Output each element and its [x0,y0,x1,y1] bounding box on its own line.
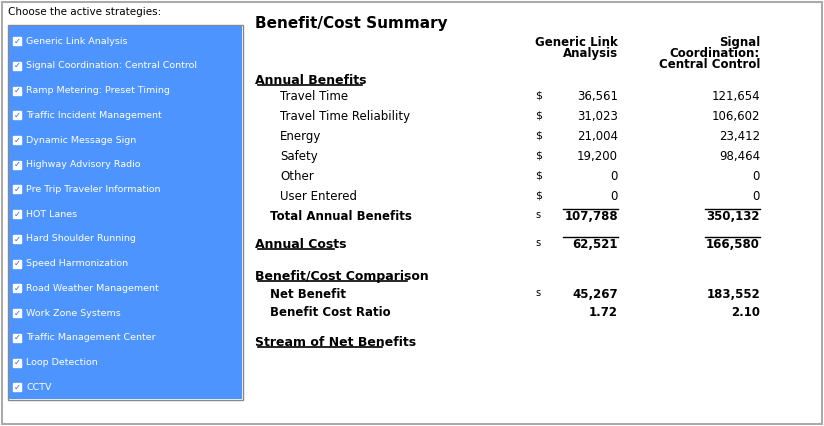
Text: 183,552: 183,552 [706,288,760,301]
Text: ✓: ✓ [13,334,21,343]
Text: Coordination:: Coordination: [670,47,760,60]
Text: ✓: ✓ [13,284,21,293]
Text: Benefit/Cost Comparison: Benefit/Cost Comparison [255,270,428,283]
Text: 19,200: 19,200 [577,150,618,163]
Text: Total Annual Benefits: Total Annual Benefits [270,210,412,223]
Text: Signal Coordination: Central Control: Signal Coordination: Central Control [26,61,197,70]
Text: 23,412: 23,412 [719,130,760,143]
Text: 107,788: 107,788 [564,210,618,223]
Text: Travel Time Reliability: Travel Time Reliability [280,110,410,123]
Text: 0: 0 [611,170,618,183]
Text: 98,464: 98,464 [719,150,760,163]
Text: Safety: Safety [280,150,318,163]
Text: 106,602: 106,602 [711,110,760,123]
Text: $: $ [535,110,542,120]
Text: HOT Lanes: HOT Lanes [26,210,77,219]
Text: Pre Trip Traveler Information: Pre Trip Traveler Information [26,185,161,194]
FancyBboxPatch shape [13,185,21,193]
Text: Benefit/Cost Summary: Benefit/Cost Summary [255,16,447,31]
Text: ✓: ✓ [13,259,21,268]
Text: Work Zone Systems: Work Zone Systems [26,309,121,318]
Text: Loop Detection: Loop Detection [26,358,98,367]
FancyBboxPatch shape [13,62,21,70]
Text: Net Benefit: Net Benefit [270,288,346,301]
Text: Generic Link Analysis: Generic Link Analysis [26,37,128,46]
Text: Annual Costs: Annual Costs [255,238,347,251]
Text: Highway Advisory Radio: Highway Advisory Radio [26,160,141,169]
Text: User Entered: User Entered [280,190,357,203]
Text: 0: 0 [611,190,618,203]
Text: 0: 0 [752,190,760,203]
Text: ✓: ✓ [13,234,21,243]
Text: Choose the active strategies:: Choose the active strategies: [8,7,162,17]
Text: Signal: Signal [719,36,760,49]
Text: Energy: Energy [280,130,321,143]
Text: ✓: ✓ [13,135,21,144]
Text: ✓: ✓ [13,383,21,392]
Text: ✓: ✓ [13,37,21,46]
FancyBboxPatch shape [13,37,21,45]
Text: ✓: ✓ [13,111,21,120]
Text: Generic Link: Generic Link [536,36,618,49]
Text: Annual Benefits: Annual Benefits [255,74,367,87]
Text: 31,023: 31,023 [577,110,618,123]
FancyBboxPatch shape [13,161,21,169]
Text: ✓: ✓ [13,358,21,367]
Text: 21,004: 21,004 [577,130,618,143]
FancyBboxPatch shape [13,383,21,391]
Text: Hard Shoulder Running: Hard Shoulder Running [26,234,136,243]
Text: CCTV: CCTV [26,383,51,392]
Text: Other: Other [280,170,314,183]
Text: $: $ [535,170,542,180]
FancyBboxPatch shape [13,309,21,317]
Text: Ramp Metering: Preset Timing: Ramp Metering: Preset Timing [26,86,170,95]
Text: 2.10: 2.10 [731,306,760,319]
FancyBboxPatch shape [13,136,21,144]
FancyBboxPatch shape [13,285,21,292]
Text: ✓: ✓ [13,210,21,219]
Text: Stream of Net Benefits: Stream of Net Benefits [255,336,416,349]
Text: Road Weather Management: Road Weather Management [26,284,159,293]
Text: 350,132: 350,132 [706,210,760,223]
Text: Traffic Management Center: Traffic Management Center [26,334,156,343]
Text: 166,580: 166,580 [706,238,760,251]
FancyBboxPatch shape [13,334,21,342]
Text: ✓: ✓ [13,309,21,318]
FancyBboxPatch shape [13,260,21,268]
FancyBboxPatch shape [13,235,21,243]
FancyBboxPatch shape [13,111,21,119]
Text: Travel Time: Travel Time [280,90,348,103]
Text: s: s [535,238,540,248]
FancyBboxPatch shape [13,359,21,367]
Text: Analysis: Analysis [563,47,618,60]
Text: Traffic Incident Management: Traffic Incident Management [26,111,162,120]
FancyBboxPatch shape [8,25,243,400]
Text: ✓: ✓ [13,185,21,194]
Text: $: $ [535,190,542,200]
Text: 36,561: 36,561 [577,90,618,103]
Text: Speed Harmonization: Speed Harmonization [26,259,128,268]
Text: $: $ [535,130,542,140]
Text: ✓: ✓ [13,86,21,95]
Text: 121,654: 121,654 [711,90,760,103]
FancyBboxPatch shape [9,26,242,399]
Text: 62,521: 62,521 [573,238,618,251]
FancyBboxPatch shape [13,210,21,218]
Text: $: $ [535,90,542,100]
FancyBboxPatch shape [13,86,21,95]
Text: $: $ [535,150,542,160]
Text: ✓: ✓ [13,61,21,70]
Text: 1.72: 1.72 [589,306,618,319]
Text: ✓: ✓ [13,160,21,169]
Text: s: s [535,210,540,220]
Text: Central Control: Central Control [658,58,760,71]
Text: s: s [535,288,540,298]
Text: Dynamic Message Sign: Dynamic Message Sign [26,135,136,144]
Text: Benefit Cost Ratio: Benefit Cost Ratio [270,306,391,319]
Text: 0: 0 [752,170,760,183]
Text: 45,267: 45,267 [573,288,618,301]
